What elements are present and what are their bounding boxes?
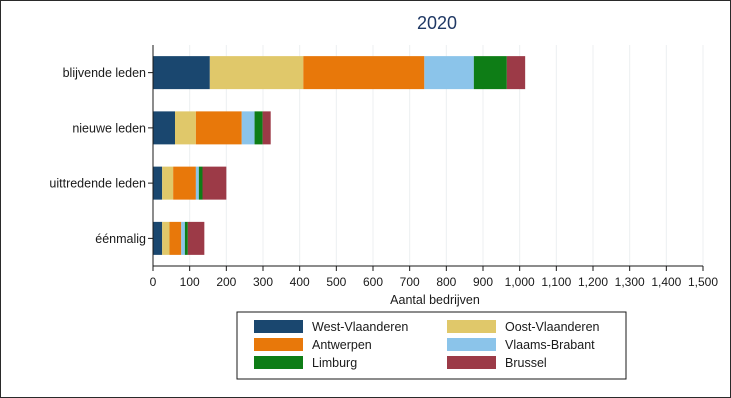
x-axis-title: Aantal bedrijven xyxy=(390,293,480,307)
bar-segment xyxy=(153,166,163,200)
chart-title: 2020 xyxy=(417,13,457,33)
bar-segment xyxy=(153,221,163,255)
x-tick-label: 1,100 xyxy=(541,275,571,289)
legend-label: Oost-Vlaanderen xyxy=(505,320,600,334)
bar-segment xyxy=(162,166,174,200)
legend-label: Limburg xyxy=(312,356,357,370)
bar-segment xyxy=(254,111,263,145)
bar-segment xyxy=(173,166,196,200)
legend-label: Vlaams-Brabant xyxy=(505,338,595,352)
x-tick-label: 500 xyxy=(326,275,346,289)
bar-segment xyxy=(153,111,175,145)
x-tick-label: 800 xyxy=(436,275,456,289)
x-tick-label: 200 xyxy=(216,275,236,289)
bar-segment xyxy=(195,111,242,145)
bar-segment xyxy=(187,221,205,255)
bar-segment xyxy=(162,221,170,255)
bar-segment xyxy=(303,56,425,90)
bar-segment xyxy=(506,56,526,90)
category-label: blijvende leden xyxy=(63,66,146,80)
bar-segment xyxy=(262,111,271,145)
x-tick-label: 1,000 xyxy=(505,275,535,289)
legend-swatch xyxy=(254,320,303,333)
x-tick-label: 900 xyxy=(473,275,493,289)
legend-label: Antwerpen xyxy=(312,338,372,352)
bar-segment xyxy=(241,111,255,145)
bar-segment xyxy=(175,111,196,145)
bars xyxy=(153,56,526,255)
legend-swatch xyxy=(254,338,303,351)
bar-segment xyxy=(153,56,210,90)
legend-swatch xyxy=(447,356,496,369)
bar-segment xyxy=(198,166,203,200)
legend: West-Vlaanderen Oost-Vlaanderen Antwerpen V… xyxy=(236,311,627,380)
bar-segment xyxy=(473,56,507,90)
bar-segment xyxy=(202,166,227,200)
bar-segment xyxy=(181,221,185,255)
x-tick-label: 1,500 xyxy=(688,275,718,289)
x-tick-label: 1,400 xyxy=(651,275,681,289)
legend-items: West-Vlaanderen Oost-Vlaanderen Antwerpen V… xyxy=(254,320,600,370)
bar-segment xyxy=(195,166,199,200)
legend-swatch xyxy=(447,338,496,351)
x-tick-label: 300 xyxy=(253,275,273,289)
x-tick-label: 1,200 xyxy=(578,275,608,289)
bar-segment xyxy=(184,221,188,255)
legend-label: Brussel xyxy=(505,356,547,370)
bar-segment xyxy=(169,221,182,255)
x-tick-label: 0 xyxy=(150,275,157,289)
legend-label: West-Vlaanderen xyxy=(312,320,408,334)
x-tick-label: 400 xyxy=(290,275,310,289)
x-tick-label: 600 xyxy=(363,275,383,289)
bar-segment xyxy=(424,56,474,90)
category-label: éénmalig xyxy=(95,232,146,246)
x-ticks: 0 100 200 300 400 500 600 700 800 900 1,000 1,100 1,… xyxy=(150,266,718,289)
x-tick-label: 1,300 xyxy=(615,275,645,289)
x-tick-label: 100 xyxy=(180,275,200,289)
legend-swatch xyxy=(254,356,303,369)
category-label: nieuwe leden xyxy=(72,121,146,135)
category-labels: blijvende leden nieuwe leden uittredende l… xyxy=(49,66,153,246)
category-label: uittredende leden xyxy=(49,177,146,191)
x-tick-label: 700 xyxy=(400,275,420,289)
legend-swatch xyxy=(447,320,496,333)
bar-segment xyxy=(209,56,304,90)
